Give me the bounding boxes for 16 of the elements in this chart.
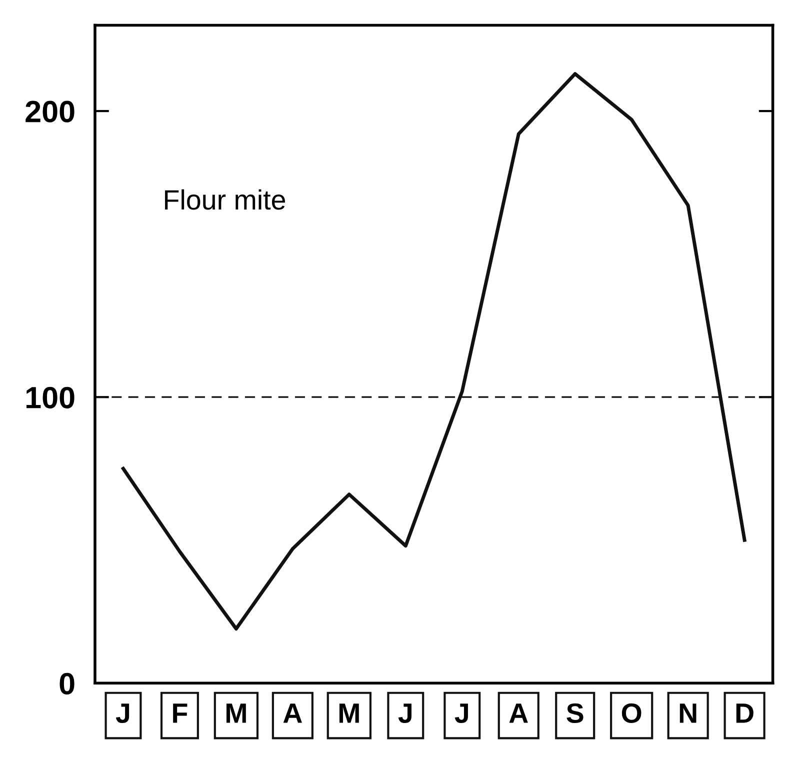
y-tick-label: 0 <box>60 672 74 695</box>
y-tick-label: 100 <box>26 386 74 408</box>
x-tick-label: D <box>736 704 754 723</box>
x-tick-label: N <box>680 704 696 723</box>
x-tick-label: J <box>454 704 468 723</box>
x-tick-label: J <box>116 704 130 723</box>
y-tick-label: 200 <box>26 100 74 122</box>
x-tick-label: A <box>509 704 528 723</box>
x-tick-label: A <box>283 704 302 723</box>
x-tick-label: M <box>339 704 359 723</box>
x-tick-label: S <box>566 703 584 723</box>
x-tick-label: F <box>173 704 188 723</box>
x-tick-label: J <box>398 704 412 723</box>
x-tick-label: O <box>622 703 642 723</box>
x-tick-label: M <box>226 704 246 723</box>
annotation: Flour mite <box>165 189 286 210</box>
